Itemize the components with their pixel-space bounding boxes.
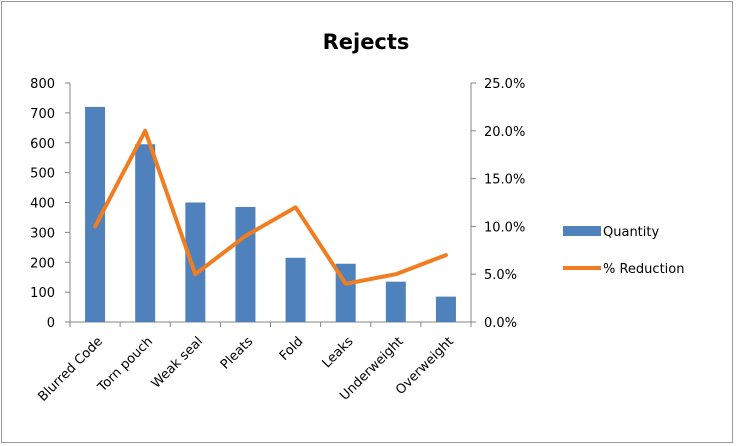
x-tick-label: Pleats [218, 334, 257, 373]
bar-quantity [435, 296, 456, 322]
y-right-tick-label: 10.0% [484, 220, 525, 235]
line-reduction [93, 128, 448, 286]
y-right-tick-label: 25.0% [484, 77, 525, 92]
bar-quantity [135, 144, 156, 322]
bar-quantity [385, 281, 406, 322]
y-left-tick-label: 400 [30, 197, 55, 212]
plot-area: 0 100 200 300 400 500 600 700 800 0.0% 5.0% 10.0% 15… [30, 77, 525, 405]
legend: Quantity % Reduction [563, 225, 684, 277]
bar-quantity [235, 206, 256, 322]
y-right-tick-label: 20.0% [484, 125, 525, 140]
legend-swatch-quantity [563, 226, 601, 236]
chart-title: Rejects [323, 30, 410, 54]
legend-label-quantity: Quantity [603, 225, 659, 240]
y-left-tick-label: 700 [30, 107, 55, 122]
bar-quantity [185, 202, 206, 322]
y-left-tick-label: 600 [30, 137, 55, 152]
x-tick-label: Leaks [320, 334, 357, 371]
x-tick-label: Blurred Code [35, 334, 105, 404]
bar-quantity [85, 106, 106, 323]
y-right-tick-label: 5.0% [484, 268, 517, 283]
y-left-tick-label: 800 [30, 77, 55, 92]
y-left-tick-label: 500 [30, 167, 55, 182]
y-left-tick-label: 0 [47, 316, 55, 331]
legend-label-reduction: % Reduction [603, 262, 684, 277]
x-tick-label: Fold [277, 334, 307, 364]
y-left-tick-label: 200 [30, 256, 55, 271]
y-left-tick-label: 300 [30, 226, 55, 241]
x-tick-label: Weak seal [149, 334, 206, 391]
bar-quantity [285, 257, 306, 322]
y-right-tick-label: 15.0% [484, 173, 525, 188]
y-left-tick-label: 100 [30, 286, 55, 301]
y-right-tick-label: 0.0% [484, 316, 517, 331]
